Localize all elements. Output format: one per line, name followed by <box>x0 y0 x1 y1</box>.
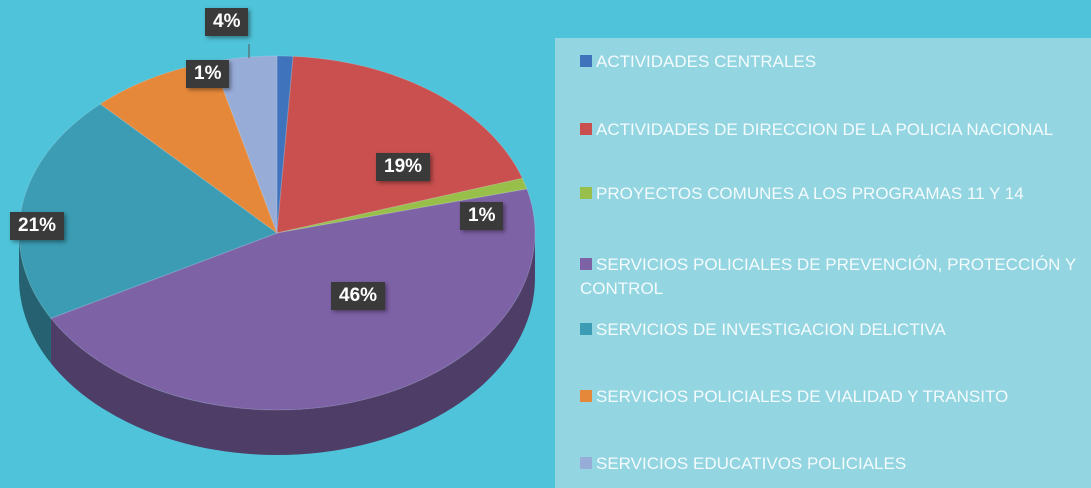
data-label: 21% <box>10 212 65 240</box>
legend-label: SERVICIOS POLICIALES DE VIALIDAD Y TRANS… <box>596 387 1009 406</box>
slice <box>276 177 528 234</box>
legend-swatch <box>580 55 592 67</box>
legend-label: SERVICIOS EDUCATIVOS POLICIALES <box>596 454 907 473</box>
legend-label: PROYECTOS COMUNES A LOS PROGRAMAS 11 Y 1… <box>596 184 1024 203</box>
legend-item: SERVICIOS POLICIALES DE PREVENCIÓN, PROT… <box>580 253 1088 301</box>
pie <box>18 44 536 455</box>
legend-swatch <box>580 390 592 402</box>
legend-label: SERVICIOS DE INVESTIGACION DELICTIVA <box>596 320 946 339</box>
legend-item: SERVICIOS POLICIALES DE VIALIDAD Y TRANS… <box>580 385 1088 409</box>
slice <box>276 55 524 234</box>
legend-swatch <box>580 457 592 469</box>
slice <box>50 188 536 411</box>
data-label: 4% <box>205 8 249 36</box>
data-label: 46% <box>331 282 386 310</box>
data-label: 19% <box>376 153 431 181</box>
legend-item: SERVICIOS EDUCATIVOS POLICIALES <box>580 452 1088 476</box>
legend-swatch <box>580 123 592 135</box>
legend-label: SERVICIOS POLICIALES DE PREVENCIÓN, PROT… <box>580 255 1076 298</box>
legend-label: ACTIVIDADES CENTRALES <box>596 52 817 71</box>
legend-item: SERVICIOS DE INVESTIGACION DELICTIVA <box>580 318 1088 342</box>
data-label: 1% <box>460 202 504 230</box>
slice-side <box>50 233 536 455</box>
legend-panel <box>555 38 1091 488</box>
legend-item: ACTIVIDADES DE DIRECCION DE LA POLICIA N… <box>580 118 1088 142</box>
slice-side <box>19 233 51 364</box>
legend-swatch <box>580 187 592 199</box>
legend-swatch <box>580 258 592 270</box>
legend-label: ACTIVIDADES DE DIRECCION DE LA POLICIA N… <box>596 120 1054 139</box>
slice <box>276 55 294 234</box>
data-label: 1% <box>186 60 230 88</box>
legend-swatch <box>580 323 592 335</box>
slice <box>18 103 279 319</box>
legend-item: PROYECTOS COMUNES A LOS PROGRAMAS 11 Y 1… <box>580 182 1088 206</box>
legend-item: ACTIVIDADES CENTRALES <box>580 50 1088 74</box>
